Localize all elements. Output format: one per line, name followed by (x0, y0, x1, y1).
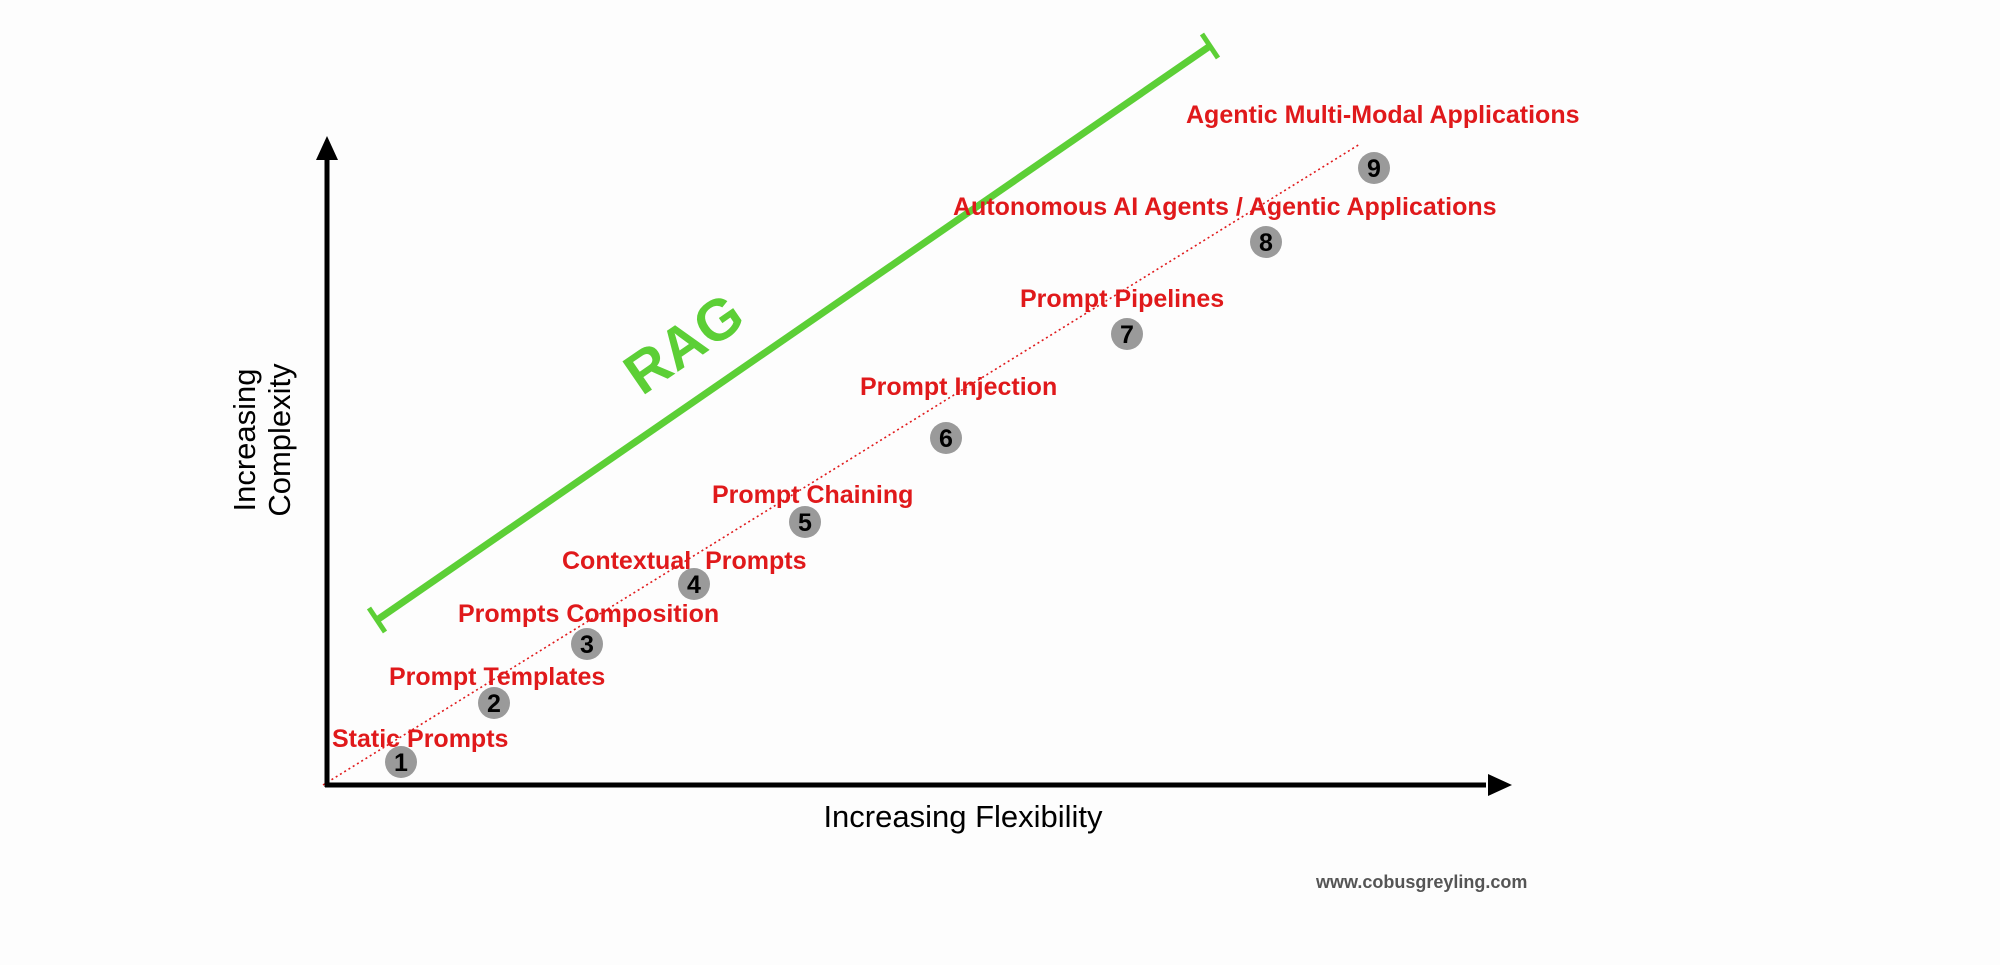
step-5-label: Prompt Chaining (712, 481, 913, 509)
step-7-number: 7 (1120, 321, 1134, 349)
step-8-marker (1250, 226, 1282, 258)
step-4-marker (678, 568, 710, 600)
y-axis-arrow-icon (316, 136, 338, 160)
step-9-marker (1358, 152, 1390, 184)
step-6-number: 6 (939, 425, 953, 453)
step-4-number: 4 (687, 571, 701, 599)
step-8-label: Autonomous AI Agents / Agentic Applicati… (953, 193, 1497, 221)
rag-end-cap (1199, 32, 1221, 60)
step-2-number: 2 (487, 690, 501, 718)
step-5-marker (789, 506, 821, 538)
step-3-marker (571, 628, 603, 660)
credit-text: www.cobusgreyling.com (1315, 872, 1527, 892)
step-6-label: Prompt Injection (860, 373, 1057, 401)
x-axis-title: Increasing Flexibility (823, 799, 1103, 834)
x-axis-arrow-icon (1488, 774, 1512, 796)
axes (316, 136, 1512, 796)
rag-line (375, 43, 1212, 623)
rag-bracket (366, 32, 1221, 634)
step-8-number: 8 (1259, 229, 1273, 257)
step-7-label: Prompt Pipelines (1020, 285, 1224, 313)
y-axis-title-line1: Increasing (227, 368, 262, 511)
step-9-number: 9 (1367, 155, 1381, 183)
step-6-marker (930, 422, 962, 454)
step-9-label: Agentic Multi-Modal Applications (1186, 101, 1580, 129)
rag-label: RAG (612, 281, 755, 408)
step-7-marker (1111, 318, 1143, 350)
step-3-label: Prompts Composition (458, 600, 719, 628)
step-2-marker (478, 687, 510, 719)
y-axis-title-line2: Complexity (262, 363, 297, 517)
step-1-marker (385, 746, 417, 778)
step-5-number: 5 (798, 509, 812, 537)
step-4-label: Contextual Prompts (562, 547, 806, 575)
step-3-number: 3 (580, 631, 594, 659)
trend-line (322, 143, 1361, 786)
step-2-label: Prompt Templates (389, 663, 605, 691)
step-1-label: Static Prompts (332, 725, 508, 753)
step-1-number: 1 (394, 749, 408, 777)
rag-start-cap (366, 606, 388, 634)
y-axis-title: Increasing Complexity (227, 363, 297, 517)
